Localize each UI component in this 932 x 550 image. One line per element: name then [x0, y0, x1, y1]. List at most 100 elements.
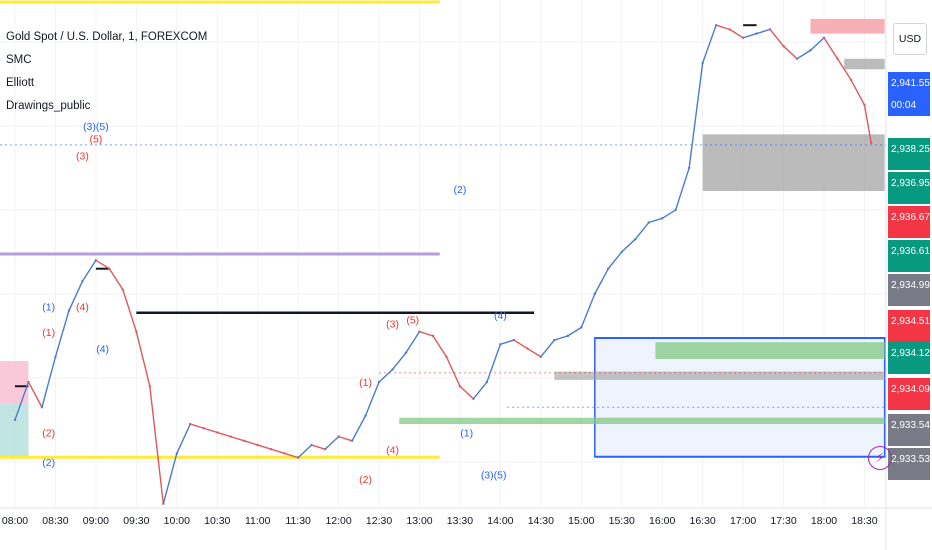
price-segment	[486, 344, 502, 383]
price-tag	[888, 414, 930, 446]
time-axis-tick-label: 16:30	[690, 515, 716, 527]
price-tag	[888, 310, 930, 342]
price-segment	[176, 423, 191, 454]
price-segment	[217, 431, 231, 438]
price-segment	[648, 217, 663, 224]
price-segment	[621, 238, 636, 253]
price-segment	[567, 326, 582, 337]
price-tag-label: 2,941.55	[891, 78, 930, 89]
price-segment	[230, 435, 245, 442]
chart-legend: Gold Spot / U.S. Dollar, 1, FOREXCOM SMC…	[6, 26, 207, 118]
elliott-wave-label: (1)	[460, 428, 473, 440]
price-segment	[823, 37, 839, 60]
price-segment	[554, 335, 569, 341]
time-axis-tick-label: 09:30	[123, 515, 149, 527]
price-segment	[203, 427, 218, 434]
price-segment	[149, 386, 165, 504]
price-tag-label: 2,933.54	[891, 420, 930, 431]
time-axis-tick-label: 08:00	[2, 515, 28, 527]
price-segment	[338, 435, 353, 442]
price-segment	[405, 331, 421, 354]
price-segment	[95, 259, 110, 270]
price-segment	[445, 356, 461, 387]
indicator-smc[interactable]: SMC	[6, 54, 32, 66]
time-axis-tick-label: 17:00	[730, 515, 756, 527]
lightning-bolt-icon[interactable]: ⚡	[868, 446, 892, 470]
price-segment	[701, 24, 717, 64]
time-axis-tick-label: 18:00	[811, 515, 837, 527]
price-tag	[888, 172, 930, 204]
price-segment	[54, 310, 70, 358]
price-segment	[769, 28, 785, 47]
price-segment	[661, 209, 677, 219]
indicator-elliott[interactable]: Elliott	[6, 77, 35, 89]
price-segment	[14, 381, 30, 421]
price-tag	[888, 378, 930, 410]
indicator-drawings-public[interactable]: Drawings_public	[6, 100, 91, 112]
currency-button[interactable]: USD	[893, 23, 927, 55]
elliott-wave-label: (3)(5)	[83, 121, 109, 133]
time-axis-tick-label: 12:30	[366, 515, 392, 527]
time-axis-tick-label: 10:30	[204, 515, 230, 527]
price-segment	[391, 352, 407, 370]
elliott-wave-label: (3)(5)	[481, 470, 507, 482]
price-segment	[108, 268, 124, 291]
zone-left-teal	[0, 403, 29, 458]
price-tag-label: 2,936.61	[891, 246, 930, 257]
demand-zone-lower	[399, 417, 885, 425]
price-tag-label: 2,934.12	[891, 348, 930, 359]
price-segment	[513, 339, 528, 350]
price-segment	[270, 448, 285, 455]
elliott-wave-label: (3)	[386, 318, 399, 330]
price-tag-label: 2,934.09	[891, 384, 930, 395]
time-axis-tick-label: 15:30	[609, 515, 635, 527]
price-segment	[472, 381, 488, 400]
price-segment	[607, 251, 623, 270]
price-segment	[580, 293, 596, 328]
price-tag-label: 2,934.99	[891, 280, 930, 291]
price-segment	[688, 62, 704, 169]
elliott-wave-label: (2)	[454, 184, 467, 196]
time-axis-tick-label: 11:30	[285, 515, 311, 527]
price-tag	[888, 274, 930, 306]
price-segment	[742, 32, 757, 39]
price-segment	[540, 339, 555, 358]
price-segment	[419, 331, 434, 337]
price-segment	[634, 222, 650, 240]
price-segment	[135, 331, 151, 387]
price-segment	[364, 381, 380, 416]
supply-zone-gray-top	[844, 58, 885, 70]
time-axis-tick-label: 13:00	[406, 515, 432, 527]
price-tag	[888, 342, 930, 374]
price-segment	[459, 385, 474, 400]
time-axis-tick-label: 15:00	[568, 515, 594, 527]
price-tag-label: 2,933.53	[891, 454, 930, 465]
price-segment	[244, 440, 258, 446]
price-tag	[888, 240, 930, 272]
price-segment	[284, 452, 299, 459]
elliott-wave-label: (2)	[42, 457, 55, 469]
zone-left-pink	[0, 361, 29, 404]
time-axis-tick-label: 16:00	[649, 515, 675, 527]
time-axis-tick-label: 14:30	[528, 515, 554, 527]
elliott-wave-label: (4)	[76, 302, 89, 314]
price-segment	[783, 45, 798, 60]
elliott-wave-label: (4)	[494, 310, 507, 322]
price-segment	[81, 259, 97, 282]
elliott-wave-label: (2)	[42, 428, 55, 440]
time-axis-tick-label: 14:00	[487, 515, 513, 527]
price-segment	[122, 289, 138, 332]
supply-zone-pink	[810, 18, 885, 34]
price-segment	[526, 347, 542, 358]
price-segment	[863, 104, 872, 143]
price-segment	[311, 444, 326, 450]
price-segment	[378, 368, 394, 383]
demand-zone-upper	[655, 342, 885, 359]
price-segment	[850, 79, 866, 106]
price-segment	[297, 444, 313, 459]
time-axis-tick-label: 11:00	[245, 515, 271, 527]
price-segment	[594, 268, 609, 295]
elliott-wave-label: (5)	[89, 134, 102, 146]
price-segment	[796, 49, 811, 60]
